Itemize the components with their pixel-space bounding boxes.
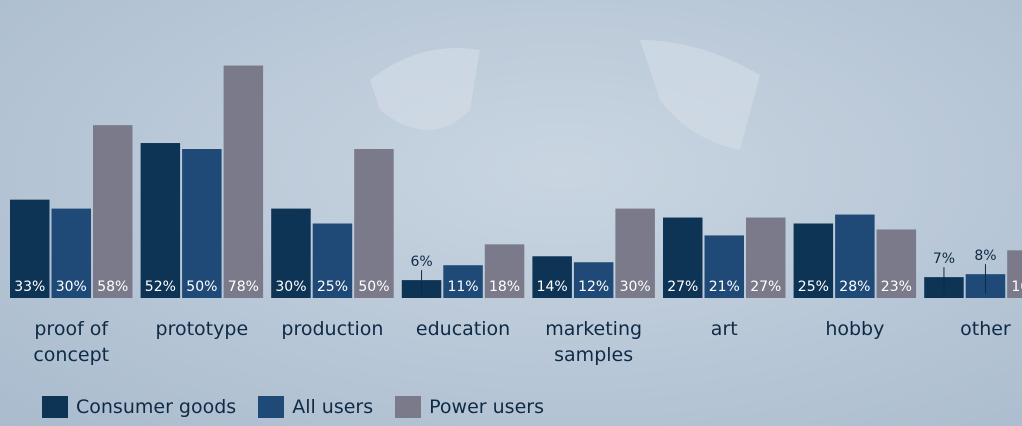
value-label: 11% (447, 279, 478, 295)
value-label: 18% (489, 279, 520, 295)
category-label: hobby (795, 316, 915, 342)
value-label: 78% (228, 279, 259, 295)
chart: 33% 30% 58% 52% 50% 78% 30% 25% 50% 6% 11% 18% 14% 12… (0, 0, 1022, 426)
value-label: 28% (839, 279, 870, 295)
bar (93, 125, 133, 298)
legend-item: Power users (395, 396, 544, 418)
page: 33% 30% 58% 52% 50% 78% 30% 25% 50% 6% 11% 18% 14% 12… (0, 0, 1022, 426)
value-label: 27% (667, 279, 698, 295)
value-label: 23% (881, 279, 912, 295)
bar (354, 149, 394, 298)
bar (182, 149, 222, 298)
value-label: 50% (186, 279, 217, 295)
bar (224, 66, 264, 298)
value-label: 30% (620, 279, 651, 295)
legend-item: Consumer goods (42, 396, 236, 418)
legend-swatch (42, 396, 68, 418)
value-label: 14% (537, 279, 568, 295)
legend-label: Consumer goods (76, 396, 236, 418)
value-label: 25% (317, 279, 348, 295)
legend-swatch (395, 396, 421, 418)
value-label: 12% (578, 279, 609, 295)
category-label: marketing samples (534, 316, 654, 368)
category-label: prototype (142, 316, 262, 342)
value-label: 7% (933, 251, 955, 267)
value-label: 8% (974, 248, 996, 264)
bar (141, 143, 181, 298)
value-label: 16% (1011, 279, 1022, 295)
legend-label: All users (292, 396, 373, 418)
category-label: art (664, 316, 784, 342)
legend-item: All users (258, 396, 373, 418)
category-label: production (272, 316, 392, 342)
value-label: 6% (410, 254, 432, 270)
legend-label: Power users (429, 396, 544, 418)
category-label: other (925, 316, 1022, 342)
category-label: education (403, 316, 523, 342)
value-label: 30% (56, 279, 87, 295)
value-label: 52% (145, 279, 176, 295)
value-label: 27% (750, 279, 781, 295)
legend: Consumer goods All users Power users (42, 396, 544, 418)
value-label: 58% (97, 279, 128, 295)
legend-swatch (258, 396, 284, 418)
category-label: proof of concept (11, 316, 131, 368)
value-label: 33% (14, 279, 45, 295)
value-label: 50% (358, 279, 389, 295)
value-label: 30% (275, 279, 306, 295)
value-label: 21% (709, 279, 740, 295)
value-label: 25% (798, 279, 829, 295)
